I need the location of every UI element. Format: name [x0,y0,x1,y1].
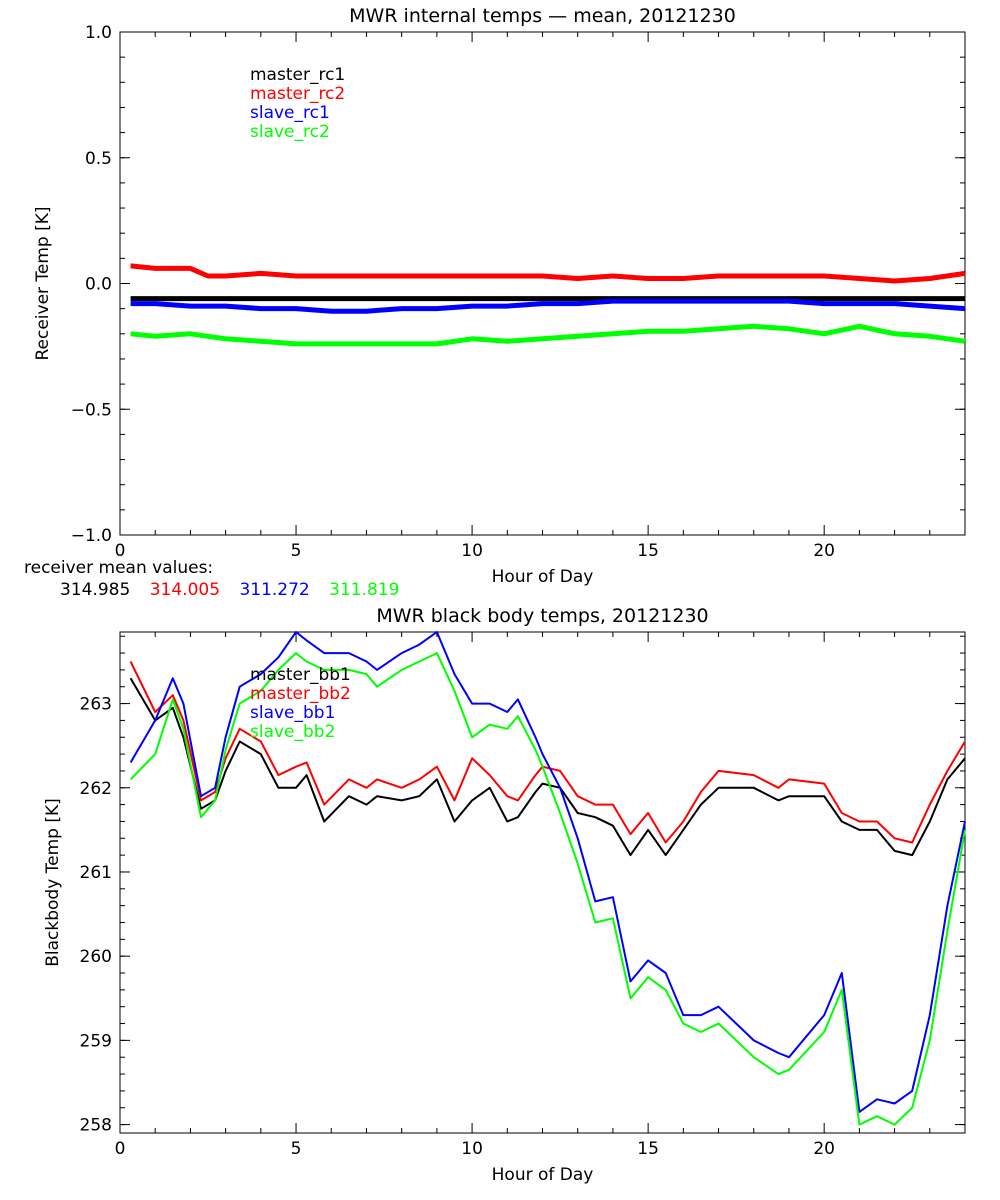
y-tick-label: −0.5 [71,400,112,420]
legend-entry-slave_bb1: slave_bb1 [250,703,335,723]
y-tick-label: 258 [80,1116,112,1136]
y-tick-label: 0.5 [85,149,112,169]
x-axis-label: Hour of Day [492,567,594,587]
chart-title: MWR internal temps — mean, 20121230 [349,5,736,27]
y-tick-label: 262 [80,779,112,799]
series-line-master_rc2 [130,263,966,284]
mean-value-slave-rc1: 311.272 [239,580,310,600]
legend-entry-slave_rc2: slave_rc2 [250,122,330,142]
x-tick-label: 5 [291,541,302,561]
series-line-slave_bb2 [129,652,966,1126]
chart-panel-1: MWR internal temps — mean, 20121230 Hour … [33,5,966,587]
series-line-master_bb2 [129,661,966,844]
plot-frame [119,31,966,536]
series-line-slave_bb1 [129,631,966,1113]
y-tick-label: 261 [80,863,112,883]
plot-frame [119,631,966,1134]
mean-value-slave-rc2: 311.819 [329,580,400,600]
y-axis-label: Blackbody Temp [K] [43,798,63,967]
series-line-master_bb1 [129,677,966,857]
chart-title: MWR black body temps, 20121230 [376,605,708,627]
y-tick-label: 259 [80,1031,112,1051]
y-tick-label: −1.0 [71,526,112,546]
receiver-mean-values: 314.985 314.005 311.272 311.819 [60,580,413,600]
receiver-mean-label: receiver mean values: [24,558,214,578]
x-tick-label: 20 [813,1139,835,1159]
x-tick-label: 0 [115,1139,126,1159]
mean-value-master-rc1: 314.985 [60,580,131,600]
x-tick-label: 20 [813,541,835,561]
series-line-slave_rc1 [130,298,966,314]
x-axis-label: Hour of Day [492,1165,594,1185]
x-tick-label: 15 [637,541,659,561]
x-tick-label: 15 [637,1139,659,1159]
legend-entry-master_rc1: master_rc1 [250,65,345,85]
legend-entry-slave_bb2: slave_bb2 [250,722,335,742]
y-tick-label: 260 [80,947,112,967]
mean-value-master-rc2: 314.005 [149,580,221,600]
legend-entry-master_bb2: master_bb2 [250,684,351,704]
legend-entry-master_rc2: master_rc2 [250,84,345,104]
x-tick-label: 10 [461,541,483,561]
y-tick-label: 263 [80,695,112,715]
y-tick-label: 0.0 [85,275,112,295]
chart-panel-2: MWR black body temps, 20121230 Hour of Da… [43,605,966,1185]
x-tick-label: 10 [461,1139,483,1159]
x-tick-label: 0 [115,541,126,561]
x-tick-label: 5 [291,1139,302,1159]
y-tick-label: 1.0 [85,23,112,43]
series-line-slave_rc2 [130,323,966,347]
legend-entry-slave_rc1: slave_rc1 [250,103,330,123]
y-axis-label: Receiver Temp [K] [33,206,53,360]
legend-entry-master_bb1: master_bb1 [250,665,351,685]
